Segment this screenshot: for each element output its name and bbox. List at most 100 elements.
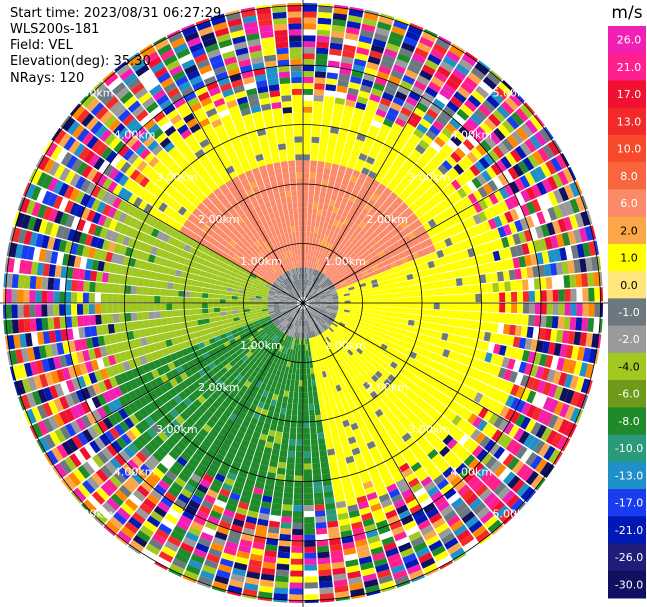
velocity-gate <box>475 529 491 543</box>
velocity-gate <box>414 466 426 478</box>
velocity-gate <box>411 148 423 160</box>
velocity-gate <box>531 407 543 421</box>
velocity-gate <box>394 17 410 25</box>
velocity-gate <box>298 386 303 393</box>
velocity-gate <box>475 303 482 312</box>
velocity-gate <box>337 308 345 312</box>
velocity-gate <box>432 120 445 132</box>
velocity-gate <box>435 522 449 535</box>
velocity-gate <box>407 319 415 326</box>
velocity-gate <box>318 327 323 334</box>
velocity-gate <box>310 312 315 318</box>
velocity-gate <box>308 298 315 301</box>
velocity-gate <box>371 404 380 413</box>
velocity-gate <box>417 249 425 258</box>
velocity-gate <box>527 278 535 290</box>
velocity-gate <box>270 454 279 462</box>
velocity-gate <box>375 247 383 254</box>
velocity-gate <box>336 506 348 515</box>
velocity-gate <box>481 293 488 303</box>
velocity-gate <box>427 303 434 310</box>
velocity-gate <box>542 382 552 396</box>
velocity-gate <box>314 306 320 310</box>
velocity-gate <box>559 387 569 402</box>
velocity-gate <box>245 478 256 487</box>
velocity-gate <box>248 559 263 568</box>
velocity-gate <box>346 212 354 221</box>
velocity-gate <box>324 400 331 408</box>
velocity-gate <box>495 260 503 272</box>
velocity-gate <box>520 326 528 338</box>
velocity-gate <box>359 84 372 94</box>
velocity-gate <box>345 559 359 568</box>
velocity-gate <box>392 298 399 303</box>
velocity-gate <box>516 463 530 478</box>
velocity-gate <box>259 579 274 588</box>
velocity-gate <box>70 292 78 303</box>
velocity-gate <box>338 463 348 472</box>
velocity-gate <box>379 447 390 457</box>
velocity-gate <box>551 220 562 234</box>
velocity-gate <box>442 105 456 118</box>
velocity-gate <box>316 287 322 292</box>
velocity-gate <box>328 230 335 238</box>
velocity-gate <box>124 303 131 313</box>
velocity-gate <box>457 303 464 311</box>
velocity-gate <box>278 539 291 547</box>
velocity-gate <box>394 117 407 128</box>
velocity-gate <box>483 515 499 529</box>
velocity-gate <box>332 366 339 374</box>
velocity-gate <box>422 191 432 202</box>
velocity-gate <box>365 319 372 325</box>
velocity-gate <box>442 348 451 358</box>
velocity-gate <box>303 207 308 214</box>
velocity-gate <box>346 268 353 274</box>
velocity-gate <box>315 220 320 228</box>
velocity-gate <box>351 230 359 238</box>
velocity-gate <box>518 430 530 445</box>
velocity-gate <box>460 171 471 184</box>
velocity-gate <box>320 317 327 323</box>
velocity-gate <box>354 316 361 322</box>
velocity-gate <box>346 564 360 574</box>
velocity-gate <box>316 271 321 278</box>
velocity-gate <box>414 377 423 387</box>
velocity-gate <box>303 160 310 167</box>
velocity-gate <box>335 234 342 241</box>
velocity-gate <box>310 373 316 380</box>
velocity-gate <box>328 393 335 401</box>
velocity-gate <box>298 392 303 399</box>
velocity-gate <box>275 569 289 577</box>
velocity-gate <box>493 292 500 303</box>
velocity-gate <box>501 119 515 134</box>
velocity-gate <box>351 353 358 361</box>
velocity-gate <box>314 299 321 302</box>
velocity-gate <box>166 296 173 303</box>
velocity-gate <box>335 315 342 320</box>
velocity-gate <box>448 270 456 279</box>
velocity-gate <box>335 596 350 602</box>
velocity-gate <box>314 304 321 307</box>
velocity-gate <box>586 379 593 395</box>
velocity-gate <box>541 341 550 354</box>
velocity-gate <box>468 520 483 534</box>
velocity-gate <box>319 293 326 297</box>
velocity-gate <box>303 88 314 95</box>
velocity-gate <box>419 440 431 451</box>
velocity-gate <box>112 303 119 313</box>
velocity-gate <box>348 576 363 585</box>
velocity-gate <box>381 472 393 482</box>
velocity-gate <box>279 371 285 378</box>
velocity-gate <box>400 106 413 117</box>
velocity-gate <box>77 280 84 292</box>
velocity-gate <box>384 240 393 248</box>
velocity-gate <box>387 244 396 252</box>
velocity-gate <box>345 167 354 175</box>
velocity-gate <box>270 508 282 517</box>
velocity-gate <box>407 412 417 422</box>
velocity-gate <box>387 168 397 178</box>
velocity-gate <box>517 160 530 174</box>
velocity-gate <box>436 65 451 78</box>
velocity-gate <box>339 469 350 478</box>
velocity-gate <box>579 332 588 347</box>
